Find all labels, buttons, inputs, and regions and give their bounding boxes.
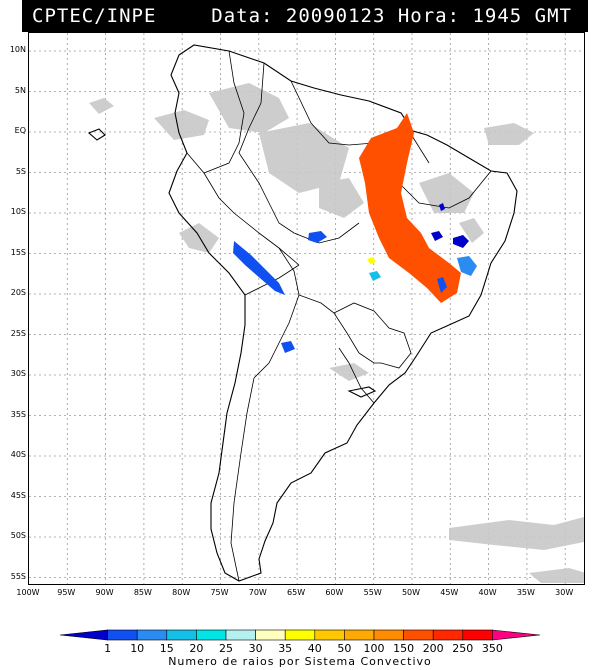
lon-label: 65W <box>287 588 306 597</box>
title-bar: CPTEC/INPE Data: 20090123 Hora: 1945 GMT <box>22 0 588 32</box>
legend-swatch <box>284 629 316 641</box>
legend-swatch <box>432 629 464 641</box>
system-small-blue-4 <box>431 231 443 241</box>
legend-tick-label: 25 <box>219 642 233 655</box>
legend-tick-label: 10 <box>130 642 145 655</box>
lat-label: 35S <box>10 409 26 419</box>
legend-title: Numero de raios por Sistema Convectivo <box>168 655 432 668</box>
legend-swatch <box>492 629 541 641</box>
system-small-blue-5 <box>457 256 477 276</box>
system-small-blue-3 <box>453 235 469 248</box>
legend-tick-label: 1 <box>104 642 112 655</box>
system-small-blue-6 <box>439 203 445 211</box>
lon-label: 60W <box>325 588 344 597</box>
lon-label: 50W <box>401 588 421 597</box>
map-canvas <box>29 33 584 584</box>
legend-swatch <box>107 629 138 641</box>
legend-tick-label: 150 <box>393 642 415 655</box>
source-label: CPTEC/INPE <box>32 5 157 27</box>
legend-tick-label: 40 <box>307 642 322 655</box>
lon-label: 40W <box>478 588 497 597</box>
legend-swatch <box>196 629 227 641</box>
legend-swatch <box>166 629 197 641</box>
system-small-yellow <box>367 257 376 264</box>
lat-label: 10S <box>10 207 26 216</box>
legend-tick-label: 20 <box>189 642 204 655</box>
legend-swatch <box>255 629 286 641</box>
system-sw-amazon <box>233 241 285 295</box>
datetime-label: Data: 20090123 Hora: 1945 GMT <box>211 5 572 27</box>
lon-label: 55W <box>363 588 382 597</box>
lat-label: 40S <box>10 450 26 459</box>
system-small-blue-2 <box>281 341 295 353</box>
lon-label: 90W <box>95 588 114 597</box>
system-small-cyan <box>369 271 381 281</box>
lightning-systems <box>233 113 477 353</box>
system-small-blue-7 <box>437 277 447 293</box>
legend-swatch <box>136 629 168 641</box>
lat-label: 55S <box>10 571 26 581</box>
lon-label: 80W <box>172 588 191 597</box>
legend-tick-label: 100 <box>363 642 385 655</box>
system-central-brazil <box>359 113 461 303</box>
legend-tick-label: 30 <box>248 642 263 655</box>
legend-swatch <box>225 629 256 641</box>
lon-label: 100W <box>16 588 40 597</box>
lat-label: 5N <box>14 85 26 95</box>
legend-tick-label: 350 <box>481 642 503 655</box>
legend-swatch <box>403 629 434 641</box>
lat-label: EQ <box>14 126 26 135</box>
lon-label: 35W <box>516 588 535 597</box>
lon-label: 45W <box>440 588 459 597</box>
lat-label: 20S <box>10 288 26 297</box>
lat-label: 10N <box>9 45 26 54</box>
coastline <box>87 44 518 582</box>
lat-label: 30S <box>10 369 26 378</box>
legend-swatch <box>344 629 375 641</box>
lat-label: 15S <box>10 247 26 257</box>
color-legend <box>59 629 541 641</box>
gridlines <box>29 33 584 584</box>
lon-label: 75W <box>210 588 229 597</box>
lon-label: 95W <box>57 588 76 597</box>
legend-swatch <box>462 629 493 641</box>
legend-tick-label: 15 <box>159 642 174 655</box>
country-borders <box>186 50 492 582</box>
lon-label: 85W <box>133 588 152 597</box>
system-small-blue-1 <box>308 231 327 243</box>
legend-tick-label: 250 <box>452 642 474 655</box>
map-frame <box>28 32 585 585</box>
lat-label: 5S <box>15 166 26 176</box>
lon-label: 70W <box>248 588 267 597</box>
legend-swatch <box>59 629 108 641</box>
legend-tick-label: 50 <box>337 642 352 655</box>
lat-label: 45S <box>10 490 26 500</box>
lon-label: 30W <box>555 588 574 597</box>
cloud-cover <box>89 83 584 583</box>
legend-bar <box>59 629 541 641</box>
legend-swatch <box>373 629 404 641</box>
legend-swatch <box>314 629 345 641</box>
lat-label: 25S <box>10 328 26 338</box>
lat-label: 50S <box>10 531 26 540</box>
legend-tick-label: 35 <box>278 642 293 655</box>
legend-tick-label: 200 <box>422 642 444 655</box>
